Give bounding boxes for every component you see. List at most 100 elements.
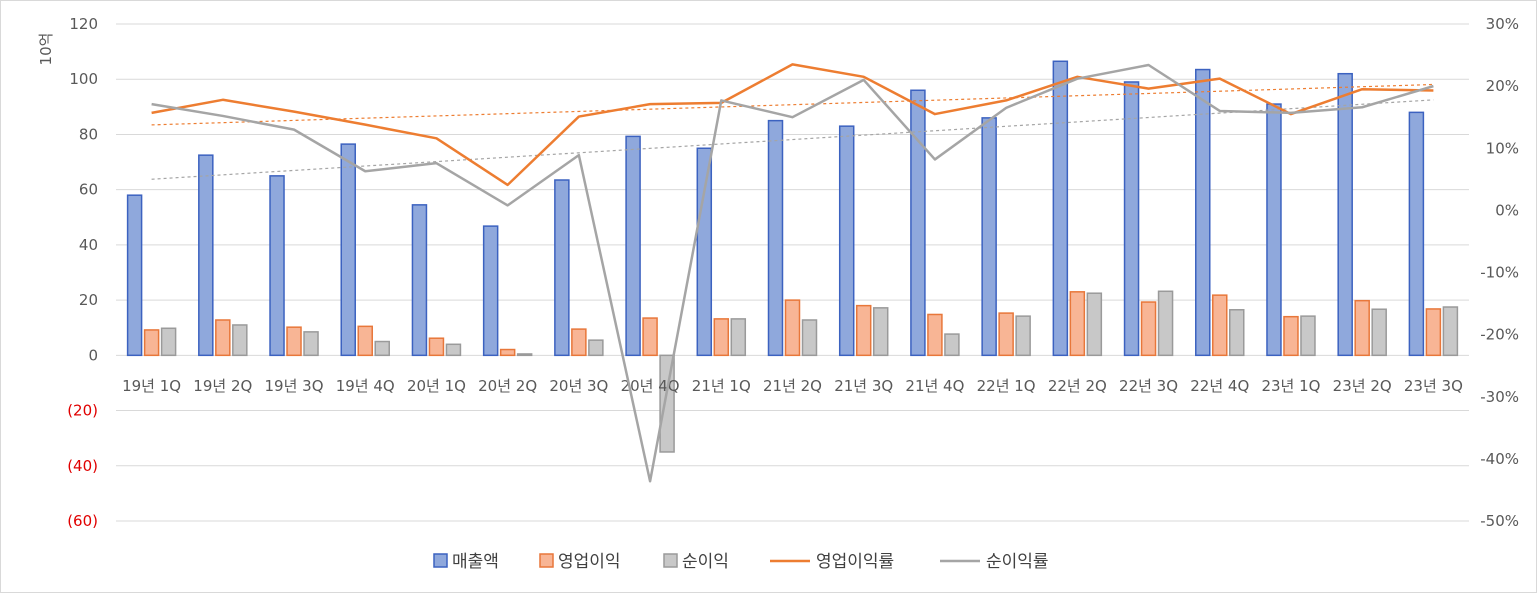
bar-영업이익 — [1354, 299, 1370, 357]
x-category-label: 20년 4Q — [621, 377, 680, 395]
bar-영업이익 — [855, 304, 872, 357]
x-category-label: 23년 2Q — [1333, 377, 1392, 395]
bar-영업이익 — [1140, 301, 1157, 357]
y-left-tick-label: (60) — [67, 512, 98, 530]
bar-순이익 — [659, 354, 675, 453]
x-category-label: 21년 4Q — [905, 377, 964, 395]
x-category-label: 20년 1Q — [407, 377, 466, 395]
trendline-순이익률 — [151, 99, 1434, 180]
legend-swatch-순이익 — [663, 553, 678, 568]
x-category-label: 20년 3Q — [549, 377, 608, 395]
y-left-tick-label: 20 — [79, 291, 98, 309]
y-right-tick-label: -50% — [1480, 512, 1519, 530]
y-left-tick-label: 60 — [79, 181, 98, 199]
bar-순이익 — [588, 339, 604, 357]
bar-영업이익 — [286, 326, 302, 357]
y-right-tick-label: 30% — [1486, 15, 1519, 33]
x-category-label: 22년 4Q — [1190, 377, 1249, 395]
y-right-tick-label: 10% — [1486, 139, 1519, 157]
x-category-label: 22년 3Q — [1119, 377, 1178, 395]
bar-매출액 — [269, 175, 285, 357]
y-left-tick-label: 80 — [79, 125, 98, 143]
legend-label-순이익률: 순이익률 — [986, 552, 1049, 572]
bar-매출액 — [411, 204, 428, 357]
y-left-tick-label: (40) — [67, 457, 98, 475]
y-right-tick-label: 20% — [1486, 77, 1519, 95]
bar-영업이익 — [1212, 294, 1228, 357]
line-영업이익률 — [151, 63, 1434, 187]
y-axis-title: 10억 — [37, 33, 55, 66]
bar-매출액 — [910, 89, 926, 357]
bar-영업이익 — [998, 312, 1014, 357]
legend-swatch-영업이익 — [539, 553, 554, 568]
bar-순이익 — [1086, 292, 1103, 357]
bar-순이익 — [516, 353, 533, 357]
bar-순이익 — [1229, 309, 1245, 357]
bar-순이익 — [445, 343, 462, 357]
x-category-label: 20년 2Q — [478, 377, 537, 395]
x-category-label: 21년 1Q — [692, 377, 751, 395]
x-category-label: 23년 1Q — [1261, 377, 1320, 395]
x-category-label: 21년 3Q — [834, 377, 893, 395]
legend-label-순이익: 순이익 — [682, 552, 729, 572]
trendline-영업이익률 — [151, 83, 1434, 126]
bar-영업이익 — [499, 348, 516, 357]
x-category-label: 19년 2Q — [193, 377, 252, 395]
bar-순이익 — [730, 318, 747, 357]
bar-매출액 — [1123, 81, 1140, 357]
bar-매출액 — [625, 135, 641, 357]
bar-순이익 — [374, 340, 390, 357]
y-right-tick-label: 0% — [1495, 201, 1519, 219]
bar-매출액 — [1408, 111, 1425, 357]
bar-매출액 — [1337, 72, 1353, 357]
y-left-tick-label: 100 — [69, 70, 98, 88]
bar-영업이익 — [1069, 291, 1086, 357]
bar-순이익 — [1015, 315, 1031, 357]
y-left-tick-label: 120 — [69, 15, 98, 33]
y-right-tick-label: -40% — [1480, 450, 1519, 468]
bar-영업이익 — [784, 299, 801, 357]
legend-label-영업이익: 영업이익 — [558, 552, 621, 572]
x-category-label: 19년 4Q — [336, 377, 395, 395]
y-right-tick-label: -10% — [1480, 264, 1519, 282]
bar-매출액 — [1266, 103, 1282, 357]
bar-매출액 — [482, 225, 499, 357]
y-right-tick-label: -20% — [1480, 326, 1519, 344]
legend-label-매출액: 매출액 — [452, 552, 499, 572]
y-left-tick-label: 40 — [79, 236, 98, 254]
bar-순이익 — [1300, 315, 1316, 357]
bar-매출액 — [340, 143, 356, 357]
bar-매출액 — [696, 147, 713, 357]
bar-순이익 — [303, 331, 319, 357]
bar-영업이익 — [215, 319, 231, 357]
bar-영업이익 — [713, 318, 730, 357]
bar-영업이익 — [927, 313, 943, 357]
bar-순이익 — [872, 307, 889, 357]
bar-매출액 — [838, 125, 855, 357]
x-category-label: 22년 1Q — [977, 377, 1036, 395]
bar-영업이익 — [1283, 315, 1299, 357]
bar-영업이익 — [143, 329, 160, 357]
bar-매출액 — [767, 119, 784, 357]
legend-label-영업이익률: 영업이익률 — [816, 552, 894, 572]
bar-매출액 — [981, 117, 997, 357]
x-category-label: 23년 3Q — [1404, 377, 1463, 395]
bar-순이익 — [944, 333, 960, 357]
bar-영업이익 — [642, 317, 658, 357]
bar-매출액 — [198, 154, 214, 357]
bar-순이익 — [232, 324, 248, 357]
x-category-label: 19년 1Q — [122, 377, 181, 395]
y-right-tick-label: -30% — [1480, 388, 1519, 406]
bar-영업이익 — [1425, 308, 1442, 357]
y-left-tick-label: 0 — [88, 346, 98, 364]
y-left-tick-label: (20) — [67, 402, 98, 420]
legend-swatch-매출액 — [433, 553, 448, 568]
bar-영업이익 — [428, 337, 445, 357]
x-category-label: 21년 2Q — [763, 377, 822, 395]
bar-영업이익 — [571, 328, 587, 357]
bar-매출액 — [1195, 68, 1211, 357]
x-category-label: 22년 2Q — [1048, 377, 1107, 395]
bar-순이익 — [1442, 306, 1459, 357]
